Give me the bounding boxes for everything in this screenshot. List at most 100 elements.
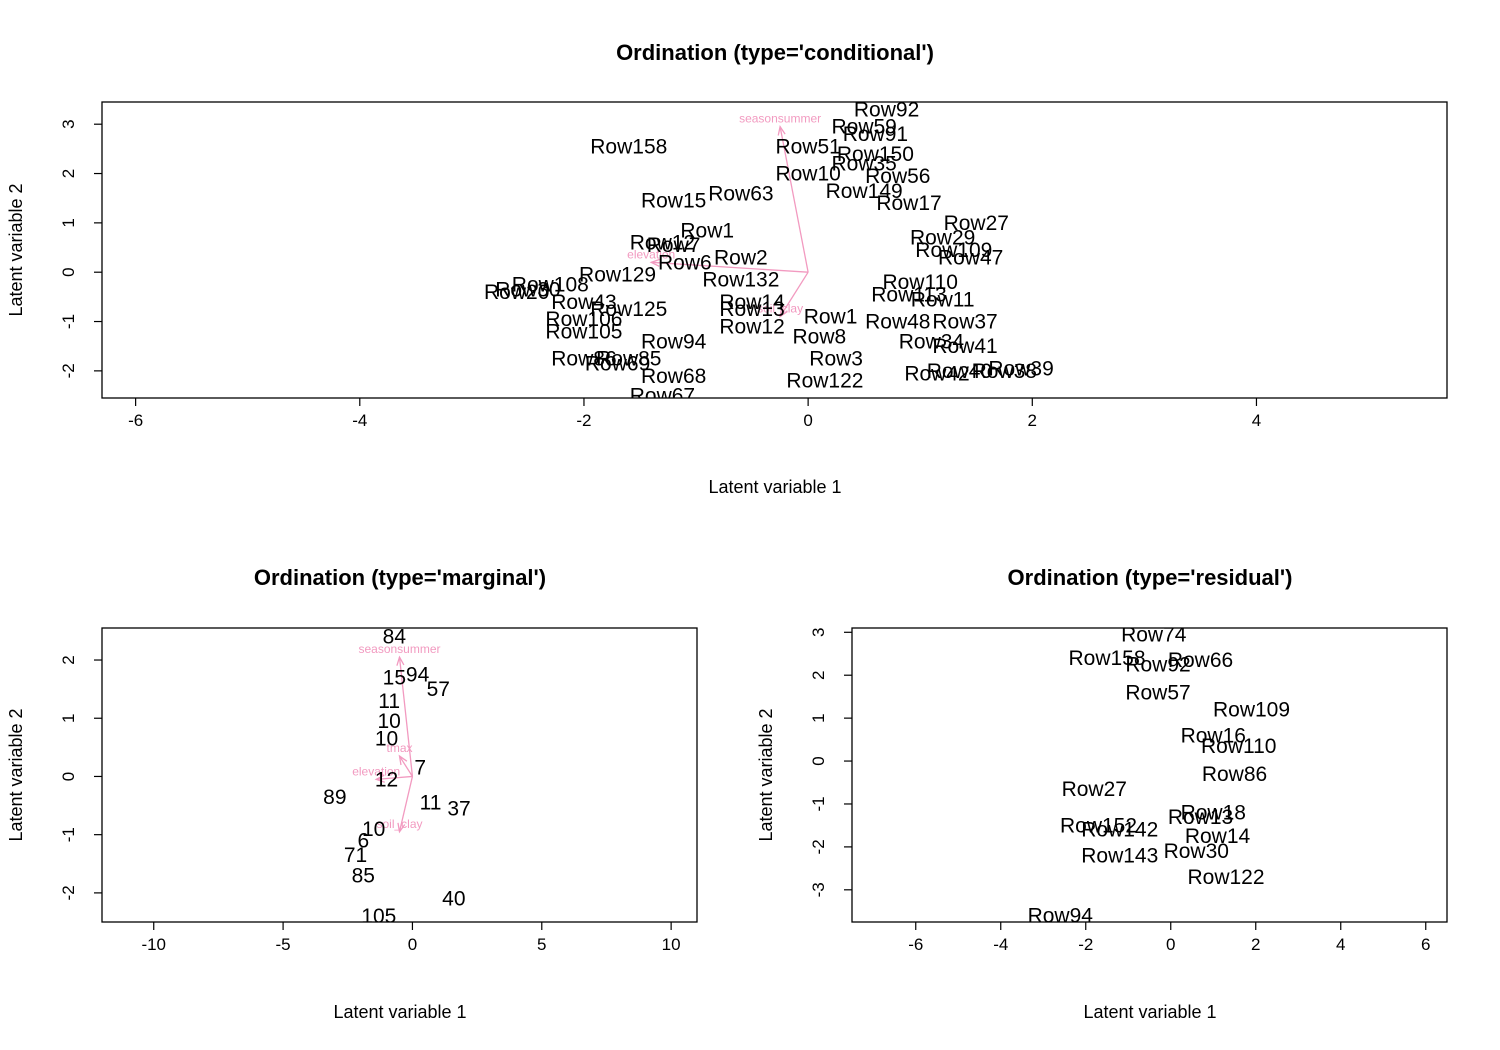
residual-xtick-label-0: -6 — [908, 935, 923, 954]
residual-point-label-8: Row86 — [1202, 763, 1267, 786]
conditional-point-label-10: Row17 — [876, 192, 941, 215]
residual-xtick-label-4: 2 — [1251, 935, 1260, 954]
conditional-arrow-label-1: elevation — [627, 247, 675, 261]
conditional-point-label-5: Row150 — [837, 143, 914, 166]
conditional-point-label-2: Row91 — [843, 123, 908, 146]
conditional-point-label-53: Row122 — [786, 370, 863, 393]
conditional-arrow-0 — [779, 126, 809, 273]
panel-marginal-xlabel: Latent variable 1 — [333, 1002, 466, 1022]
conditional-point-label-6: Row35 — [831, 153, 896, 176]
conditional-point-label-14: Row29 — [910, 227, 975, 250]
marginal-xtick-label-1: -5 — [276, 935, 291, 954]
conditional-xtick-label-0: -6 — [128, 411, 143, 430]
residual-xtick-label-1: -4 — [993, 935, 1008, 954]
conditional-point-label-0: Row92 — [854, 98, 919, 121]
residual-point-label-18: Row94 — [1028, 905, 1094, 928]
residual-point-label-13: Row142 — [1081, 819, 1158, 842]
panel-residual: Ordination (type='residual') Latent vari… — [756, 565, 1448, 1022]
conditional-point-label-24: Row108 — [512, 274, 589, 297]
marginal-point-label-5: 10 — [377, 710, 400, 733]
conditional-point-label-31: Row13 — [719, 298, 784, 321]
conditional-point-label-42: Row41 — [932, 335, 997, 358]
residual-point-label-15: Row30 — [1164, 840, 1229, 863]
conditional-arrow-2 — [779, 271, 809, 317]
conditional-arrowhead-0 — [777, 125, 786, 136]
conditional-point-label-50: Row40 — [927, 360, 992, 383]
conditional-data-layer: seasonsummer elevation soil_clay Row92Row59… — [484, 98, 1054, 408]
residual-point-label-7: Row110 — [1201, 735, 1277, 758]
residual-ytick-label-2: -1 — [809, 796, 828, 811]
conditional-point-label-26: Row20 — [484, 281, 549, 304]
conditional-point-label-36: Row48 — [865, 311, 930, 334]
conditional-ytick-label-0: -2 — [59, 363, 78, 378]
marginal-xtick-label-2: 0 — [408, 935, 417, 954]
marginal-arrow-label-0: seasonsummer — [358, 642, 440, 656]
residual-xtick-label-2: -2 — [1078, 935, 1093, 954]
marginal-arrowhead-0 — [396, 655, 405, 666]
marginal-ytick-label-4: 2 — [59, 655, 78, 664]
conditional-point-label-8: Row10 — [775, 163, 840, 186]
conditional-point-label-28: Row113 — [871, 283, 947, 306]
panel-marginal-frame — [101, 627, 698, 923]
conditional-ytick-label-4: 2 — [59, 169, 78, 178]
conditional-xtick-label-1: -4 — [352, 411, 367, 430]
residual-point-label-5: Row109 — [1213, 699, 1290, 722]
marginal-point-label-17: 105 — [361, 905, 396, 928]
conditional-point-label-46: Row69 — [585, 352, 650, 375]
conditional-point-label-45: Row85 — [596, 348, 661, 371]
residual-ytick-label-0: -3 — [809, 882, 828, 897]
marginal-arrow-2 — [398, 755, 413, 777]
marginal-ytick-label-3: 1 — [59, 714, 78, 723]
residual-ytick-label-4: 1 — [809, 713, 828, 722]
marginal-ytick-label-2: 0 — [59, 772, 78, 781]
conditional-point-label-25: Row30 — [495, 278, 560, 301]
panel-conditional-frame — [101, 101, 1448, 399]
marginal-ytick-label-1: -1 — [59, 827, 78, 842]
marginal-arrowhead-2 — [398, 754, 408, 766]
residual-point-label-12: Row152 — [1060, 814, 1137, 837]
conditional-arrow-label-2: soil_clay — [757, 302, 803, 316]
residual-ytick-label-3: 0 — [809, 756, 828, 765]
conditional-point-label-7: Row56 — [865, 165, 930, 188]
conditional-point-label-15: Row109 — [915, 239, 992, 262]
conditional-xtick-label-3: 0 — [803, 411, 812, 430]
conditional-point-label-47: Row3 — [809, 348, 863, 371]
conditional-ytick-label-3: 1 — [59, 218, 78, 227]
panel-marginal-ylabel: Latent variable 2 — [6, 708, 26, 841]
marginal-arrow-label-3: soil_clay — [376, 817, 422, 831]
panel-conditional: Ordination (type='conditional') Latent v… — [6, 40, 1448, 497]
marginal-arrow-3 — [398, 776, 414, 832]
conditional-point-label-22: Row129 — [579, 264, 656, 287]
conditional-point-label-54: Row67 — [630, 385, 695, 408]
marginal-xtick-label-3: 5 — [537, 935, 546, 954]
conditional-point-label-35: Row1 — [804, 306, 858, 329]
conditional-point-label-27: Row110 — [882, 271, 958, 294]
conditional-point-label-3: Row158 — [590, 135, 667, 158]
conditional-point-label-12: Row63 — [708, 182, 773, 205]
conditional-point-label-20: Row6 — [658, 251, 712, 274]
residual-ytick-label-1: -2 — [809, 839, 828, 854]
residual-point-label-11: Row13 — [1168, 806, 1233, 829]
marginal-point-label-0: 84 — [383, 626, 407, 649]
residual-point-label-14: Row14 — [1185, 825, 1251, 848]
conditional-point-label-29: Row11 — [911, 288, 975, 311]
conditional-point-label-37: Row37 — [932, 311, 997, 334]
marginal-arrowhead-1 — [374, 774, 385, 783]
marginal-arrowhead-3 — [397, 822, 406, 834]
marginal-point-label-7: 7 — [414, 757, 426, 780]
panel-conditional-xlabel: Latent variable 1 — [708, 477, 841, 497]
conditional-point-label-9: Row149 — [826, 180, 903, 203]
marginal-point-label-11: 37 — [447, 797, 470, 820]
panel-residual-frame — [851, 627, 1448, 923]
conditional-ytick-label-1: -1 — [59, 314, 78, 329]
conditional-arrowhead-2 — [779, 307, 788, 319]
conditional-point-label-49: Row38 — [972, 360, 1037, 383]
conditional-point-label-51: Row42 — [904, 362, 969, 385]
conditional-point-label-17: Row1 — [680, 219, 734, 242]
panel-conditional-title: Ordination (type='conditional') — [616, 40, 934, 65]
residual-xtick-label-6: 6 — [1421, 935, 1430, 954]
panel-marginal-title: Ordination (type='marginal') — [254, 565, 546, 590]
conditional-arrowhead-1 — [649, 258, 660, 267]
conditional-point-label-32: Row43 — [551, 291, 616, 314]
